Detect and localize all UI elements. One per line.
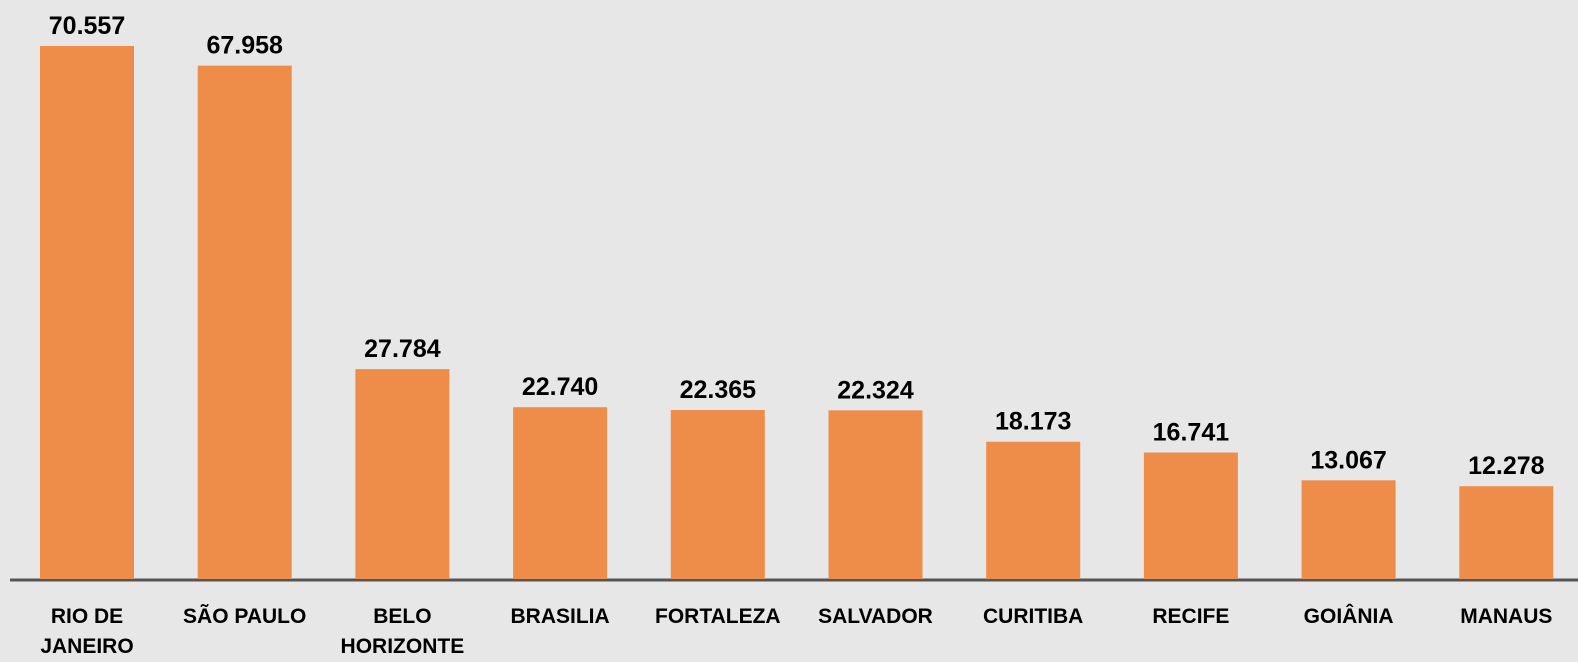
x-tick-label: FORTALEZA (655, 605, 781, 628)
x-tick-label: SÃO PAULO (183, 605, 307, 628)
value-label: 22.740 (522, 373, 598, 401)
bar (355, 369, 450, 579)
value-label: 16.741 (1153, 419, 1230, 447)
bar (1459, 486, 1554, 579)
x-tick-label: CURITIBA (983, 605, 1084, 628)
value-label: 22.365 (680, 376, 757, 404)
x-tick-label: BRASILIA (510, 605, 610, 628)
bar (197, 65, 292, 579)
value-label: 12.278 (1468, 452, 1545, 480)
bar (828, 410, 923, 579)
bar (1143, 452, 1238, 579)
bar (986, 441, 1081, 579)
value-label: 13.067 (1310, 446, 1386, 474)
bar (40, 46, 134, 579)
value-label: 18.173 (995, 408, 1071, 436)
x-tick-label: SALVADOR (818, 605, 933, 628)
bar (513, 407, 608, 579)
x-tick-label: MANAUS (1460, 605, 1553, 628)
value-label: 27.784 (364, 335, 441, 363)
x-tick-label: RECIFE (1152, 605, 1230, 628)
x-tick-label: BELO HORIZONTE (340, 605, 465, 658)
bar (1301, 480, 1396, 579)
x-tick-label: RIO DE JANEIRO (40, 605, 134, 658)
value-label: 22.324 (837, 376, 914, 404)
value-label: 67.958 (206, 32, 283, 60)
bar (670, 410, 765, 579)
value-label: 70.557 (49, 12, 125, 40)
x-tick-label: GOIÂNIA (1303, 605, 1394, 628)
